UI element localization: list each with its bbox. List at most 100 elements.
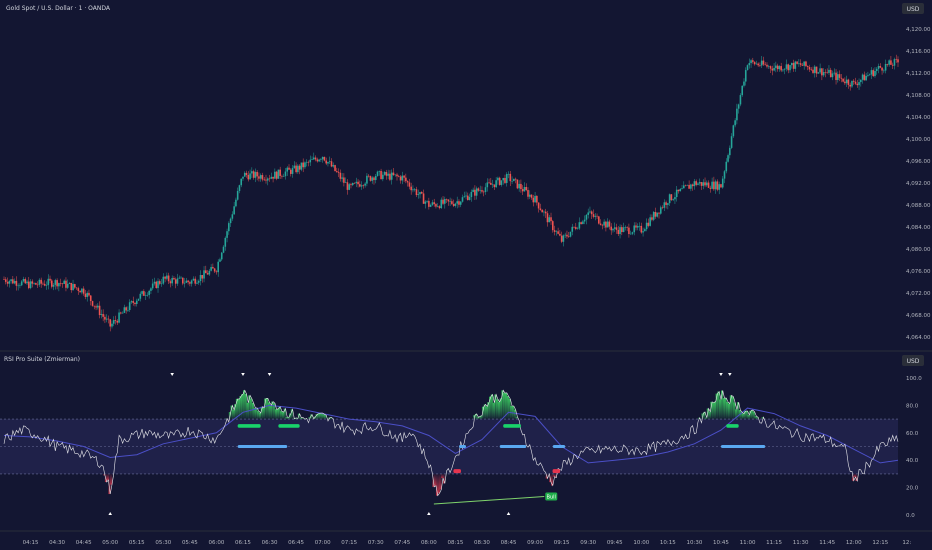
candle-body (4, 279, 7, 282)
rsi-tick-label: 100.0 (906, 376, 922, 382)
candle-body (608, 221, 611, 227)
candle-body (598, 216, 600, 224)
time-tick-label: 07:30 (368, 540, 384, 546)
candle-body (353, 182, 356, 184)
oversold-marker (427, 512, 431, 515)
overbought-fill (258, 412, 262, 420)
candle-body (63, 280, 65, 284)
candle-body (203, 270, 205, 279)
candle-body (621, 227, 623, 232)
candle-body (199, 274, 202, 282)
overbought-fill (508, 398, 511, 420)
candle-body (311, 159, 313, 160)
overbought-fill (717, 391, 720, 420)
candle-body (128, 302, 131, 311)
overbought-fill (740, 412, 743, 420)
candle-body (629, 233, 632, 235)
candle-body (424, 201, 427, 204)
candle-body (151, 283, 154, 289)
candle-body (815, 66, 818, 74)
candle-body (286, 167, 289, 172)
candle-body (72, 284, 74, 291)
candle-body (888, 60, 890, 65)
price-pane[interactable] (3, 54, 899, 332)
indicator-currency-badge[interactable]: USD (902, 355, 924, 366)
candle-body (86, 292, 89, 297)
overbought-fill (241, 394, 244, 420)
candle-body (468, 197, 471, 200)
candle-body (661, 207, 664, 209)
candle-body (594, 215, 597, 217)
candle-body (192, 278, 195, 281)
overbought-fill (478, 416, 481, 420)
candle-body (259, 175, 262, 179)
candle-body (826, 72, 828, 74)
candle-body (553, 230, 556, 232)
candle-body (10, 279, 12, 282)
candle-body (412, 189, 414, 191)
candle-body (854, 81, 857, 84)
candle-body (810, 69, 813, 71)
candle-body (861, 74, 864, 80)
candle-body (835, 72, 837, 81)
candle-body (50, 280, 53, 287)
candle-body (91, 301, 94, 306)
candle-body (84, 293, 87, 297)
candle-body (636, 226, 639, 228)
candle-body (525, 187, 528, 191)
candle-body (582, 221, 584, 225)
overbought-fill (754, 416, 757, 420)
candle-body (741, 85, 744, 96)
candle-body (95, 306, 97, 308)
candle-body (323, 156, 326, 161)
candle-body (789, 65, 791, 71)
candle-body (376, 171, 379, 177)
candle-body (737, 104, 740, 109)
overbought-fill (713, 401, 717, 420)
candle-body (773, 67, 775, 71)
overbought-fill (736, 402, 740, 420)
overbought-fill (485, 406, 488, 420)
time-axis: 04:15 04:30 04:45 05:00 05:15 05:30 05:45 06:00… (0, 530, 932, 546)
oversold-fill (853, 473, 856, 478)
candle-body (792, 62, 795, 69)
candle-body (557, 231, 559, 234)
time-tick-label: 05:00 (102, 540, 118, 546)
candle-body (470, 191, 473, 198)
candle-body (357, 181, 359, 185)
overbought-fill (273, 403, 276, 420)
candle-body (167, 275, 170, 282)
bull-signal-bar (503, 424, 521, 428)
price-tick-label: 4,116.00 (906, 49, 931, 55)
overbought-fill (499, 398, 502, 420)
candle-body (3, 279, 5, 280)
candle-body (380, 170, 382, 180)
candle-body (640, 225, 643, 233)
candle-body (633, 225, 636, 233)
candle-body (566, 234, 568, 237)
overbought-fill (285, 417, 288, 420)
overbought-fill (319, 413, 322, 420)
candle-body (359, 184, 361, 187)
overbought-fill (267, 402, 270, 420)
candle-body (766, 64, 768, 67)
candle-body (654, 211, 657, 217)
rsi-pane[interactable]: Bull (0, 373, 899, 515)
bear-signal-bar (552, 469, 561, 474)
candle-body (8, 281, 11, 284)
overbought-fill (743, 411, 747, 420)
candle-body (858, 82, 860, 86)
candle-body (139, 293, 142, 299)
candle-body (644, 229, 646, 232)
currency-badge[interactable]: USD (902, 3, 924, 14)
candle-body (305, 161, 308, 163)
candle-body (647, 222, 650, 226)
oversold-fill (554, 473, 557, 478)
candle-body (291, 167, 294, 174)
candle-body (337, 171, 340, 173)
candle-body (265, 179, 267, 181)
candle-body (135, 300, 138, 304)
price-tick-label: 4,080.00 (906, 247, 931, 253)
overbought-fill (489, 396, 492, 420)
candle-body (642, 231, 644, 233)
